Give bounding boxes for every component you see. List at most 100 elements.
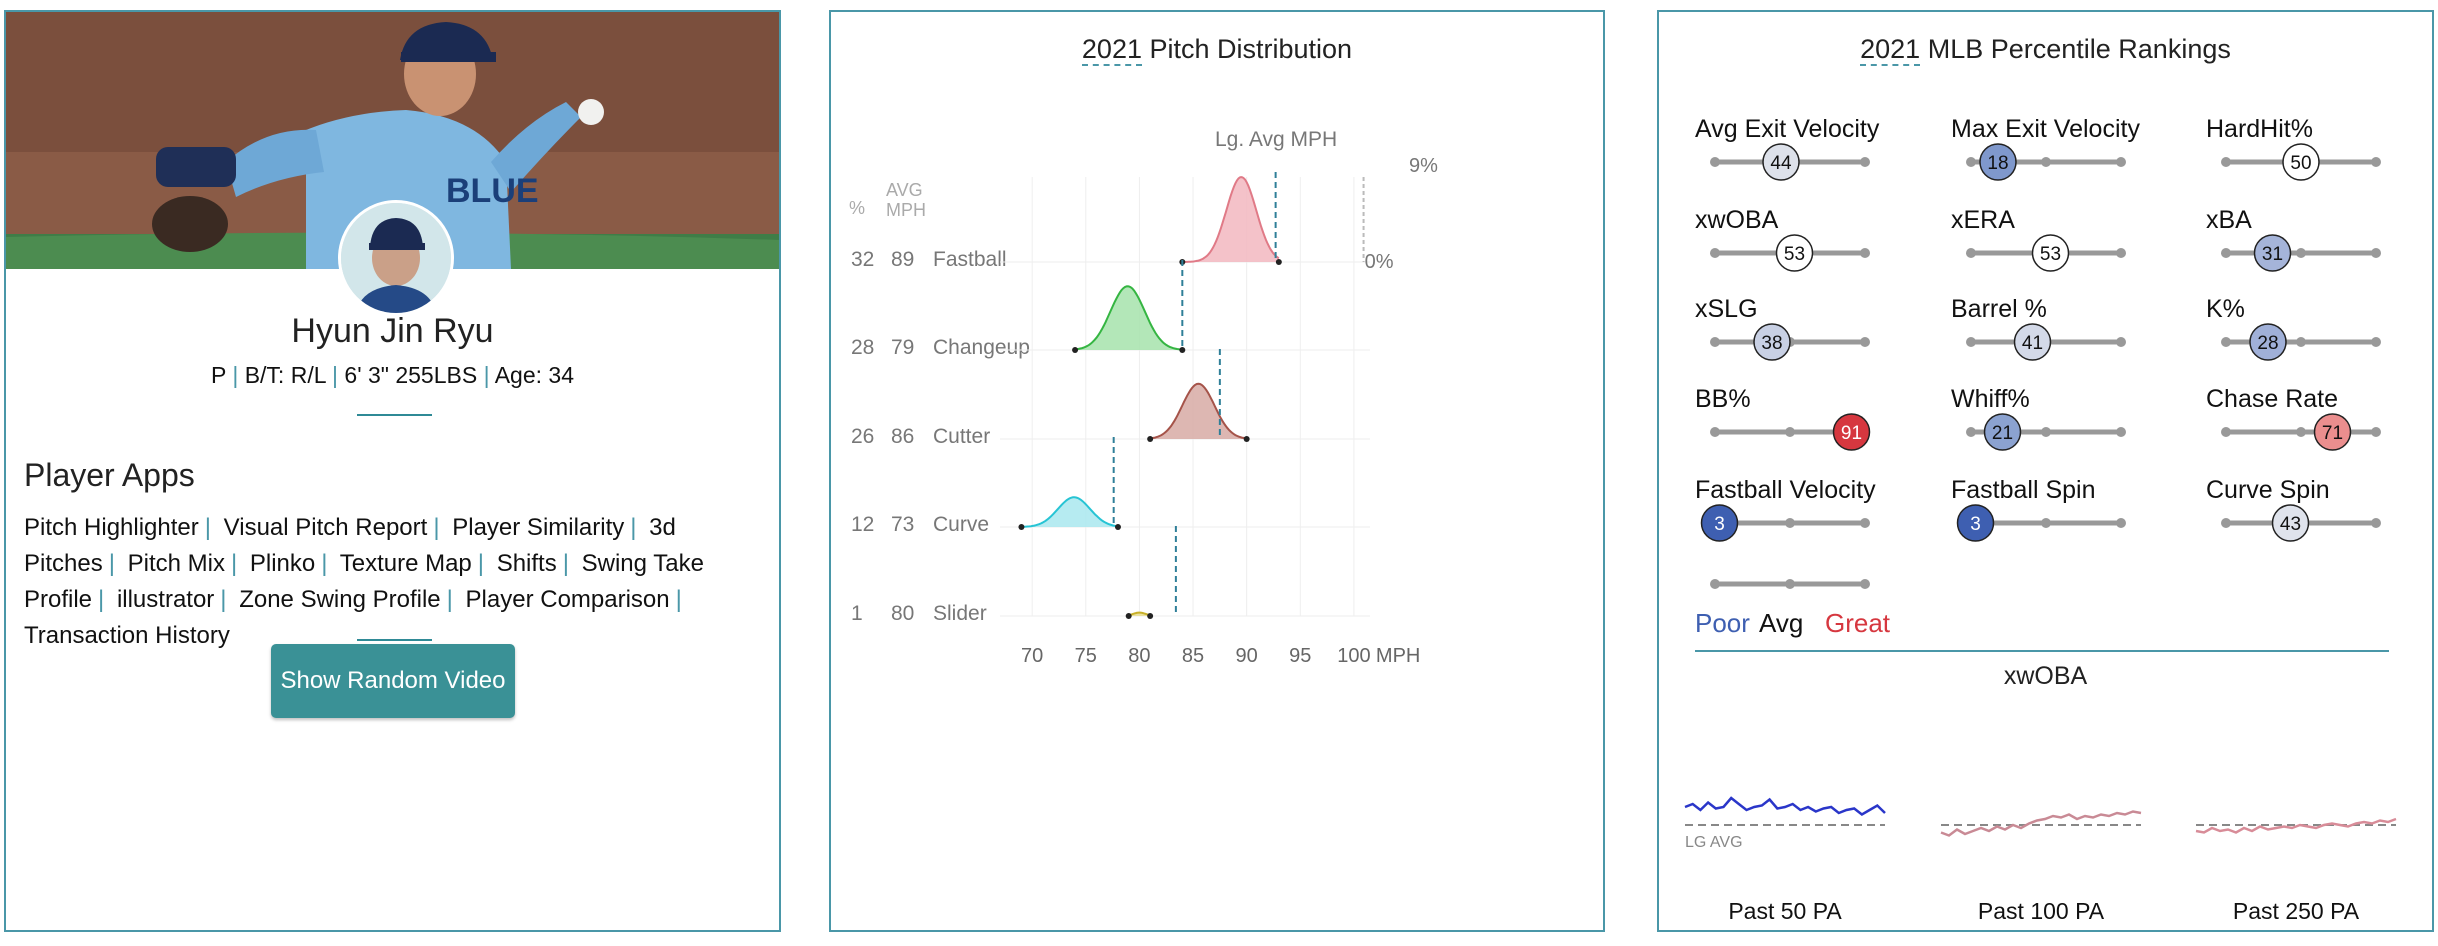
track-node (2371, 337, 2381, 347)
col-mph-header: MPH (886, 200, 926, 220)
pitch-avg-mph: 86 (891, 425, 915, 448)
app-link[interactable]: Swing Take Profile (24, 550, 704, 613)
app-link[interactable]: Transaction History (24, 622, 230, 649)
app-link[interactable]: Texture Map (339, 550, 472, 577)
separator: | (204, 514, 211, 541)
percentile-marker (1753, 323, 1791, 361)
x-tick-label: 85 (1182, 645, 1204, 667)
track-node (1860, 157, 1870, 167)
track-node (2371, 427, 2381, 437)
pitch-name: Changeup (933, 336, 1030, 359)
track-node (2296, 427, 2306, 437)
pitch-usage-pct: 32 (851, 248, 875, 271)
pitch-distribution-panel: 2021 Pitch Distribution Lg. Avg MPH % AV… (829, 10, 1605, 932)
app-link[interactable]: Shifts (496, 550, 557, 577)
pitch-usage-pct: 12 (851, 513, 875, 536)
player-position: P (211, 362, 226, 388)
percentile-value: 28 (2257, 333, 2278, 354)
range-min-dot (1018, 524, 1025, 530)
x-tick-label: 75 (1075, 645, 1097, 667)
track-node (2116, 248, 2126, 258)
track-node (2371, 248, 2381, 258)
year-selector[interactable]: 2021 (1081, 34, 1142, 66)
range-min-dot (1072, 347, 1079, 353)
player-name: Hyun Jin Ryu (291, 312, 494, 350)
pitch-usage-pct: 28 (851, 336, 875, 359)
track-node (2221, 427, 2231, 437)
pitch-usage-pct: 26 (851, 425, 875, 448)
track-node (2221, 248, 2231, 258)
track-node (1966, 248, 1976, 258)
pitch-density-fill (1150, 383, 1247, 439)
player-hero-photo: BLUE (6, 12, 779, 269)
app-link[interactable]: Player Similarity (452, 514, 625, 541)
divider (1695, 650, 2389, 652)
percentile-metric-name: Avg Exit Velocity (1695, 115, 1880, 143)
percentile-metric-name: K% (2206, 295, 2245, 323)
track-node (1860, 579, 1870, 589)
separator: | (98, 586, 105, 613)
separator: | (483, 362, 490, 388)
scale-top-label: 9% (1409, 155, 1438, 177)
percentile-metric-name: Chase Rate (2206, 385, 2339, 413)
pitch-density-fill (1021, 497, 1118, 527)
legend-avg: Avg (1759, 608, 1804, 638)
separator: | (446, 586, 453, 613)
percentile-value: 53 (1784, 244, 1805, 265)
separator: | (232, 362, 239, 388)
show-random-video-button[interactable]: Show Random Video (271, 644, 515, 718)
track-node (2041, 157, 2051, 167)
percentile-value: 3 (1714, 514, 1725, 535)
separator: | (675, 586, 682, 613)
track-node (1966, 337, 1976, 347)
app-link[interactable]: Zone Swing Profile (239, 586, 441, 613)
xwoba-sparkline (1940, 810, 2142, 837)
year-selector[interactable]: 2021 (1860, 34, 1921, 66)
x-tick-label: 80 (1128, 645, 1150, 667)
player-apps-title: Player Apps (24, 457, 195, 493)
track-node (1710, 248, 1720, 258)
percentile-value: 38 (1761, 333, 1782, 354)
pitch-distribution-title: 2021 Pitch Distribution (831, 34, 1603, 66)
track-node (2116, 157, 2126, 167)
app-link[interactable]: Plinko (249, 550, 316, 577)
range-max-dot (1179, 347, 1186, 353)
separator: | (230, 550, 238, 577)
range-max-dot (1243, 436, 1250, 442)
percentile-value: 18 (1987, 153, 2008, 174)
pitch-density-curve (1149, 382, 1247, 440)
app-link[interactable]: Pitch Mix (127, 550, 225, 577)
percentile-marker (2253, 234, 2292, 272)
percentile-value: 21 (1992, 423, 2013, 444)
app-link[interactable]: Pitch Highlighter (24, 514, 199, 541)
track-node (1710, 427, 1720, 437)
app-link[interactable]: 3d Pitches (24, 514, 676, 577)
track-node (2371, 518, 2381, 528)
x-unit-label: MPH (1376, 645, 1420, 667)
percentile-marker (1775, 234, 1814, 272)
range-min-dot (1125, 613, 1132, 619)
percentile-value: 41 (2022, 333, 2043, 354)
percentile-marker (1762, 143, 1800, 181)
track-node (1785, 579, 1795, 589)
track-node (2041, 427, 2051, 437)
percentile-marker (2249, 323, 2287, 361)
app-link[interactable]: Visual Pitch Report (223, 514, 428, 541)
app-link[interactable]: illustrator (116, 586, 215, 613)
percentile-rankings-panel: 2021 MLB Percentile Rankings Avg Exit Ve… (1657, 10, 2434, 932)
track-node (1966, 427, 1976, 437)
col-avg-header: AVG (886, 180, 923, 200)
percentile-marker (2282, 143, 2320, 181)
percentile-value: 31 (2262, 244, 2283, 265)
app-link[interactable]: Player Comparison (465, 586, 670, 613)
player-apps-list: Pitch Highlighter | Visual Pitch Report | … (24, 510, 769, 654)
track-node (1860, 337, 1870, 347)
pitch-density-curve (1128, 611, 1151, 617)
percentile-value: 71 (2322, 423, 2343, 444)
percentile-value: 43 (2280, 514, 2301, 535)
percentile-title-text: MLB Percentile Rankings (1920, 34, 2231, 64)
percentile-marker (1700, 504, 1739, 542)
percentile-metric-name: Curve Spin (2206, 476, 2330, 504)
percentile-value: 91 (1841, 423, 1862, 444)
x-tick-label: 95 (1289, 645, 1311, 667)
